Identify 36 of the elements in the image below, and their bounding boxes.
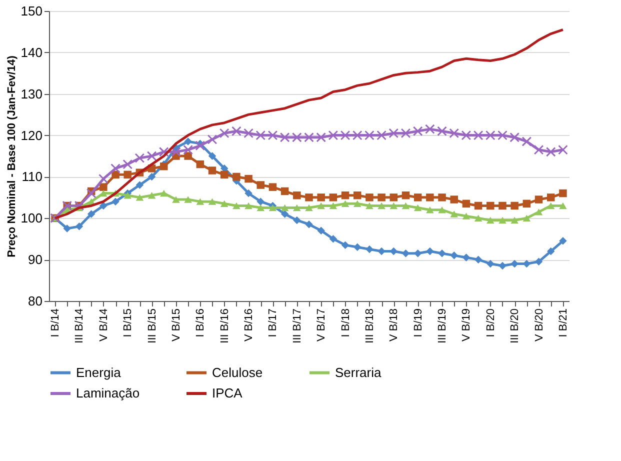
x-tick-label: III B/16 [218,308,231,344]
legend-label: Celulose [212,364,263,380]
x-tick-label: V B/19 [460,308,473,342]
x-tick-label: I B/16 [194,308,207,338]
y-axis-title: Preço Nominal - Base 100 (Jan-Fev/14) [6,55,18,258]
y-tick-label: 100 [20,210,42,226]
x-tick-label: V B/18 [388,308,400,342]
legend-label: Serraria [335,364,382,380]
x-tick-label: III B/18 [364,308,376,344]
x-tick-label: III B/19 [436,308,449,344]
y-tick-label: 90 [28,252,42,268]
y-tick-label: 120 [20,128,42,143]
legend-label: Laminação [76,386,140,400]
y-tick-label: 80 [28,294,42,308]
x-tick-label: III B/14 [74,308,86,344]
x-tick-label: I B/14 [50,308,62,338]
x-tick-label: V B/14 [98,308,110,342]
x-tick-label: V B/16 [243,308,256,342]
legend-label: IPCA [212,386,243,400]
y-tick-label: 130 [20,86,42,102]
x-tick-label: I B/20 [484,308,497,338]
x-tick-label: V B/15 [170,308,182,342]
y-tick-label: 110 [22,169,42,184]
x-tick-label: III B/15 [146,308,158,344]
y-tick-label: 150 [20,4,42,18]
x-tick-label: III B/20 [509,308,522,344]
x-tick-label: V B/17 [316,308,328,342]
x-tick-label: I B/19 [412,308,424,338]
x-tick-label: V B/20 [533,308,546,342]
x-tick-label: I B/15 [122,308,134,338]
x-tick-label: I B/18 [340,308,352,338]
x-tick-label: I B/17 [267,308,280,338]
y-tick-label: 140 [20,44,42,60]
legend-label: Energia [76,364,122,380]
x-tick-label: I B/21 [557,308,570,338]
x-tick-label: III B/17 [291,308,304,344]
